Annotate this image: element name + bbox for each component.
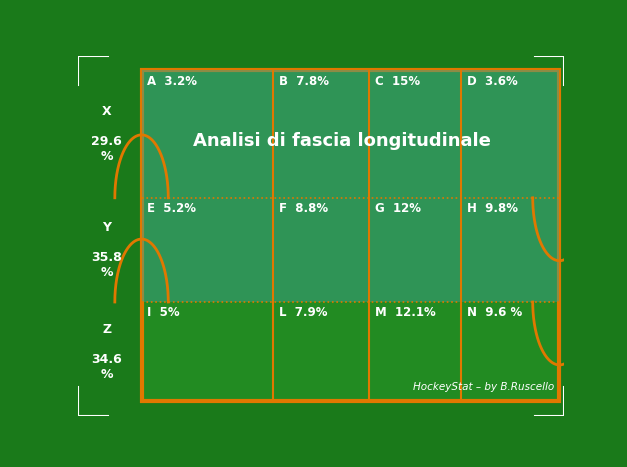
Text: E  5.2%: E 5.2% bbox=[147, 202, 196, 215]
Text: Analisi di fascia longitudinale: Analisi di fascia longitudinale bbox=[193, 132, 491, 150]
Text: M  12.1%: M 12.1% bbox=[375, 306, 436, 319]
Text: N  9.6 %: N 9.6 % bbox=[467, 306, 522, 319]
Text: HockeyStat – by B.Ruscello: HockeyStat – by B.Ruscello bbox=[413, 382, 555, 392]
Text: I  5%: I 5% bbox=[147, 306, 180, 319]
Bar bbox=[142, 71, 559, 302]
Text: L  7.9%: L 7.9% bbox=[279, 306, 327, 319]
Text: B  7.8%: B 7.8% bbox=[279, 75, 329, 88]
Text: X

29.6
%: X 29.6 % bbox=[92, 105, 122, 163]
Text: Y

35.8
%: Y 35.8 % bbox=[92, 221, 122, 279]
Text: H  9.8%: H 9.8% bbox=[467, 202, 518, 215]
Text: A  3.2%: A 3.2% bbox=[147, 75, 198, 88]
Bar bbox=[142, 71, 559, 401]
Text: F  8.8%: F 8.8% bbox=[279, 202, 328, 215]
Text: Z

34.6
%: Z 34.6 % bbox=[92, 323, 122, 381]
Text: D  3.6%: D 3.6% bbox=[467, 75, 518, 88]
Text: G  12%: G 12% bbox=[375, 202, 421, 215]
Text: C  15%: C 15% bbox=[375, 75, 420, 88]
